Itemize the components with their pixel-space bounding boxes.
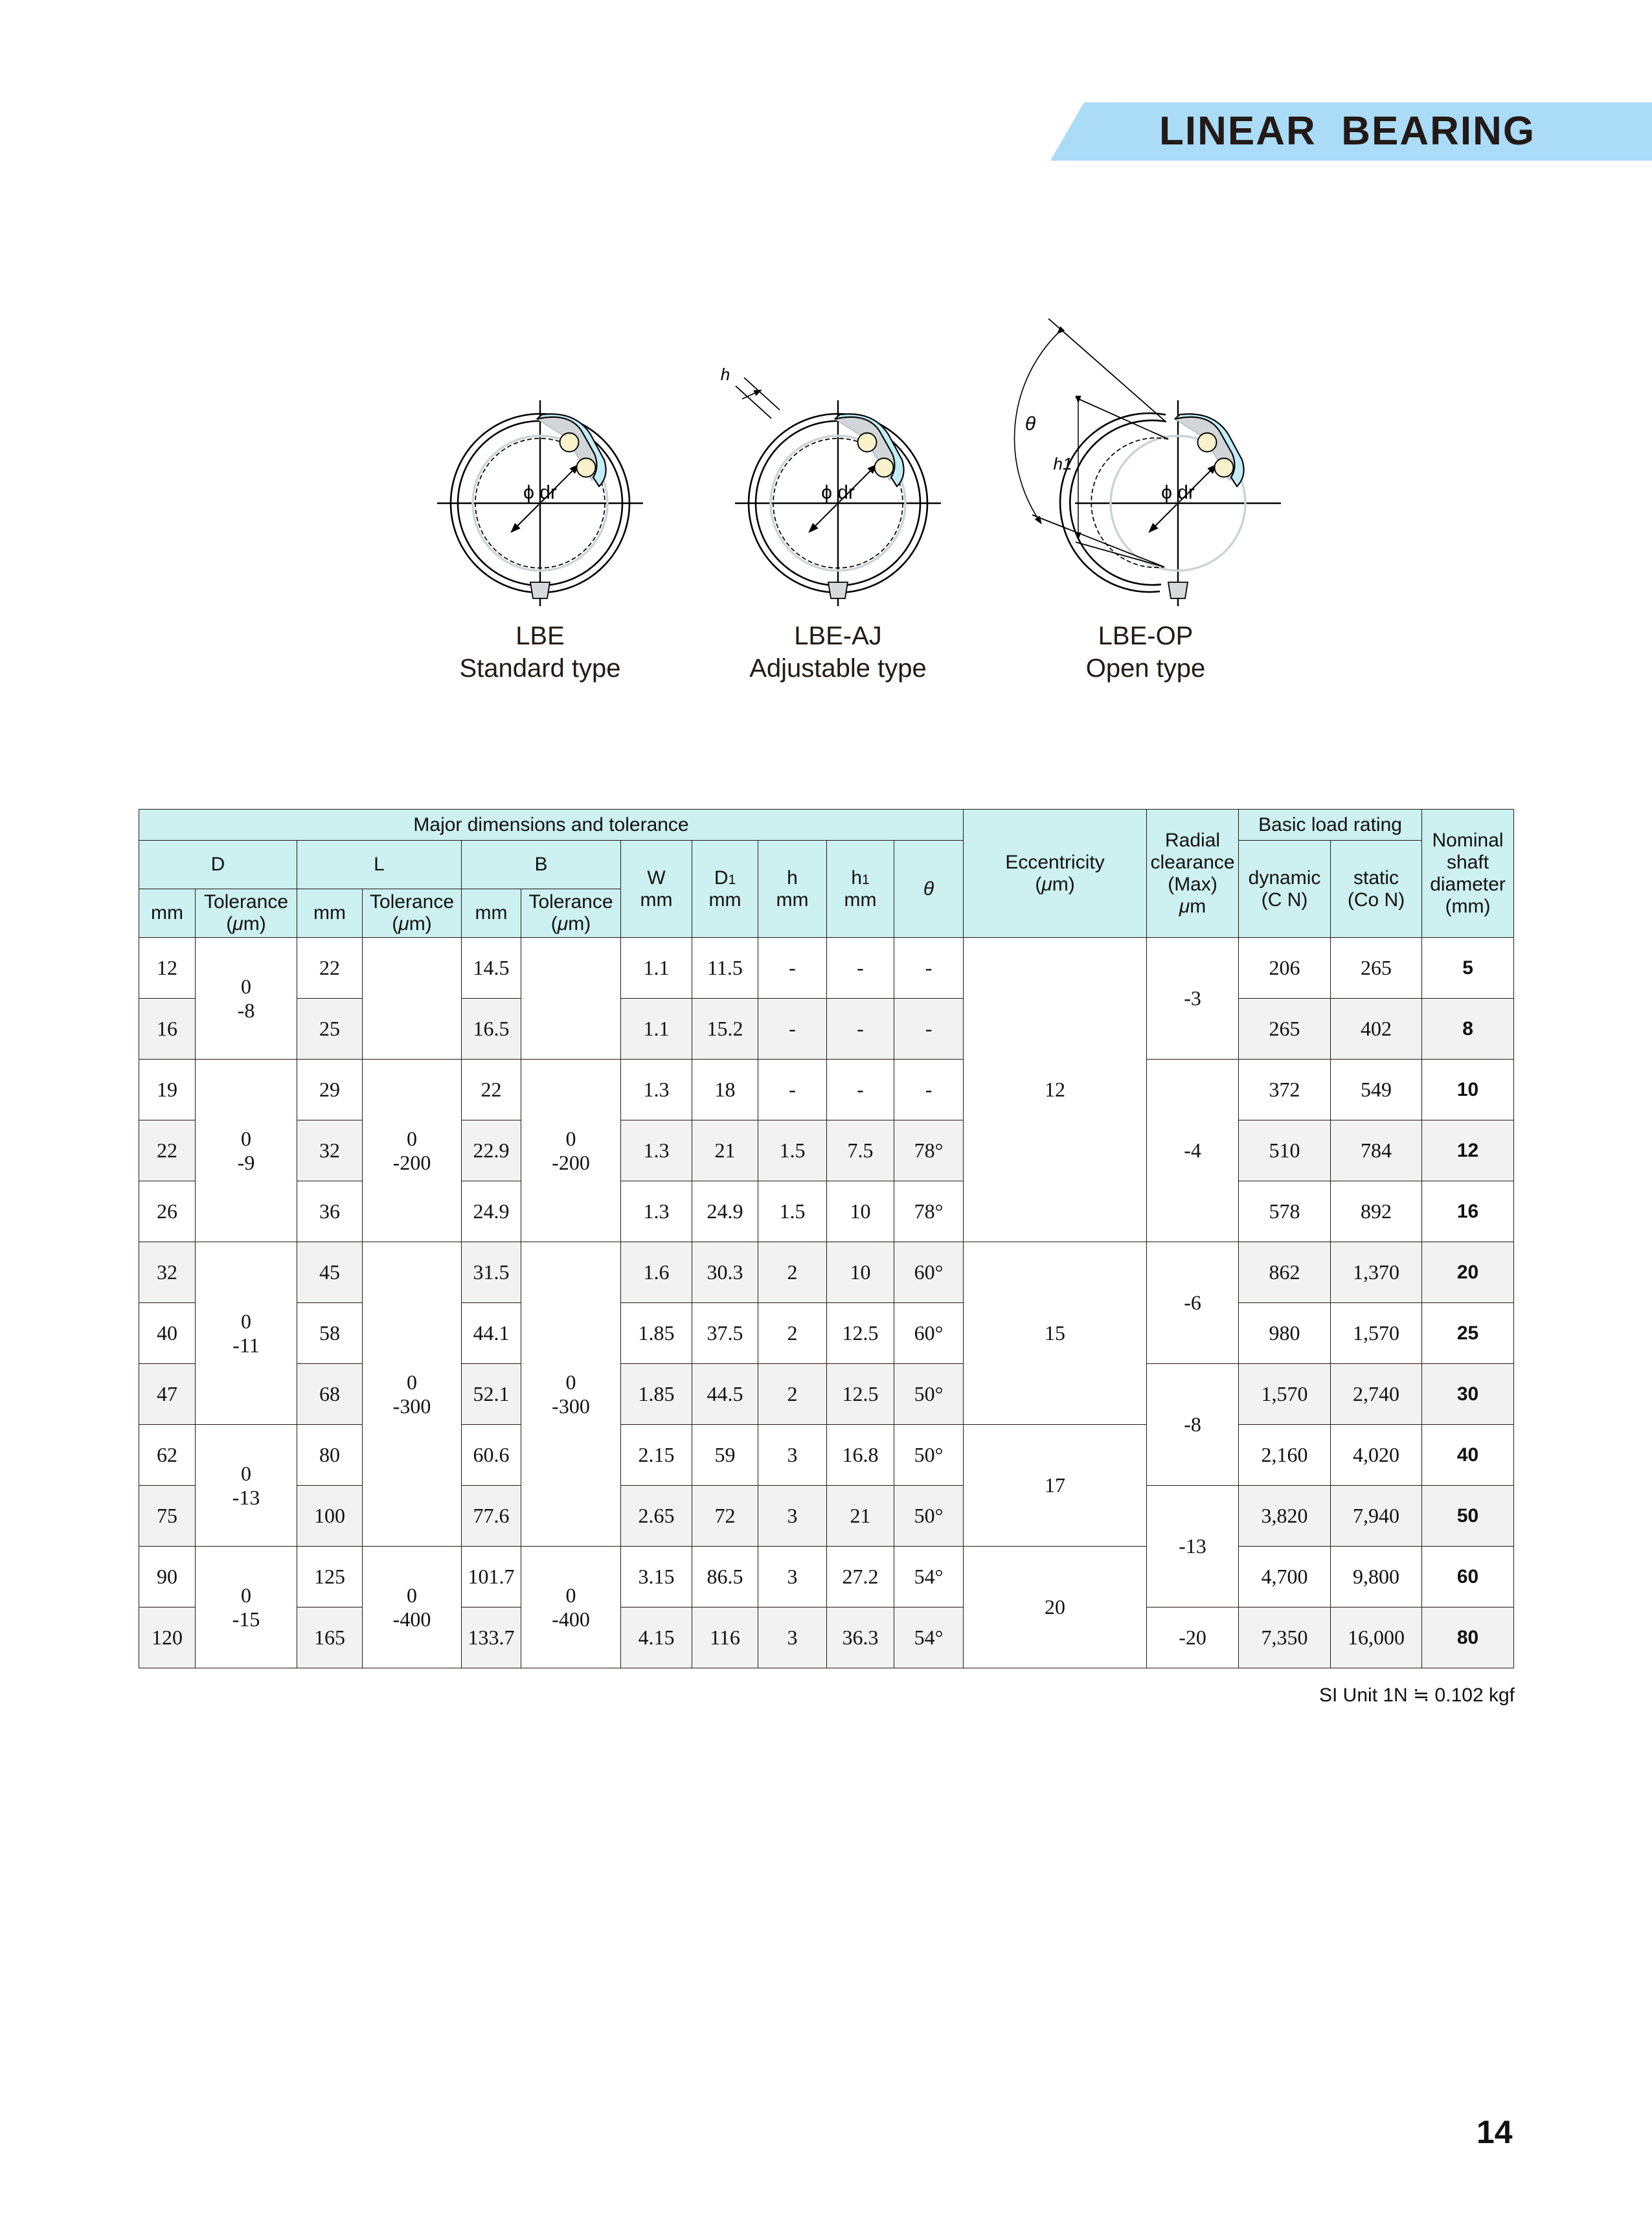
svg-text:θ: θ — [1025, 413, 1036, 435]
svg-text:h1: h1 — [1054, 454, 1072, 473]
svg-text:h: h — [721, 365, 730, 384]
svg-text:ϕ dr: ϕ dr — [523, 482, 557, 503]
svg-text:ϕ dr: ϕ dr — [821, 482, 855, 503]
svg-text:ϕ dr: ϕ dr — [1161, 482, 1195, 503]
